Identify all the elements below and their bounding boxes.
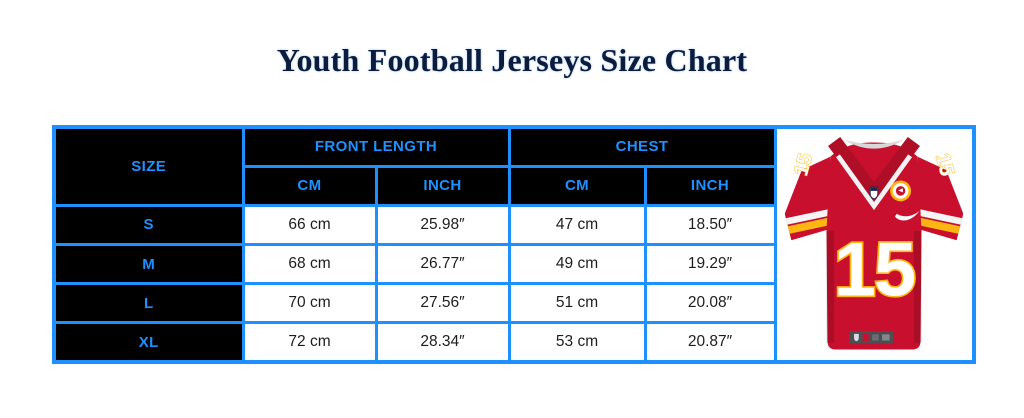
jersey-front-number: 15 [834,227,915,312]
jersey-side-shade-right [914,230,922,343]
inner-back-collar [843,139,905,149]
chest-inch-value: 18.50″ [643,203,777,246]
subheader-chest-inch: INCH [643,164,777,207]
table-row-l: L 70 cm 27.56″ 51 cm 20.08″ [52,282,974,325]
jersey-right-sleeve [917,156,964,241]
jersey-product-image: 15 15 15 [773,125,976,364]
subheader-chest-cm: CM [507,164,647,207]
chest-cm-value: 51 cm [507,282,647,325]
nike-swoosh-icon [895,210,920,221]
table-row-s: S 66 cm 25.98″ 47 cm 18.50″ [52,203,974,246]
column-header-size: SIZE [52,125,245,207]
chest-inch-value: 20.87″ [643,321,777,364]
header-row-groups: SIZE FRONT LENGTH CHEST [52,125,976,364]
front-length-cm-value: 68 cm [241,242,378,286]
team-patch-icon [890,180,912,202]
front-length-cm-value: 72 cm [241,321,378,364]
nfl-shield-icon [869,186,879,200]
jersey-side-shade-left [826,230,835,343]
jersey-left-sleeve [784,156,831,241]
chest-cm-value: 47 cm [507,203,647,246]
header-row-units: CM INCH CM INCH [54,164,974,207]
size-label: L [52,282,245,325]
size-chart: SIZE FRONT LENGTH CHEST [52,125,977,364]
chest-cm-value: 53 cm [507,321,647,364]
chest-cm-value: 49 cm [507,242,647,286]
subheader-front-inch: INCH [374,164,511,207]
front-length-cm-value: 70 cm [241,282,378,325]
chest-inch-value: 20.08″ [643,282,777,325]
table-row-xl: XL 72 cm 28.34″ 53 cm 20.87″ [52,321,974,364]
front-length-inch-value: 27.56″ [374,282,511,325]
jersey-illustration: 15 15 15 [784,136,964,350]
chest-inch-value: 19.29″ [643,242,777,286]
size-label: M [52,242,245,286]
subheader-front-cm: CM [241,164,378,207]
front-length-cm-value: 66 cm [241,203,378,246]
page-title: Youth Football Jerseys Size Chart [276,42,748,78]
size-label: S [52,203,245,246]
column-header-front-length: FRONT LENGTH [241,125,511,168]
table-row-m: M 68 cm 26.77″ 49 cm 19.29″ [52,242,974,286]
front-length-inch-value: 28.34″ [374,321,511,364]
size-label: XL [52,321,245,364]
front-length-inch-value: 26.77″ [374,242,511,286]
front-length-inch-value: 25.98″ [374,203,511,246]
size-chart-table: SIZE FRONT LENGTH CHEST [52,125,977,364]
jock-tag [849,331,894,344]
column-header-chest: CHEST [507,125,777,168]
